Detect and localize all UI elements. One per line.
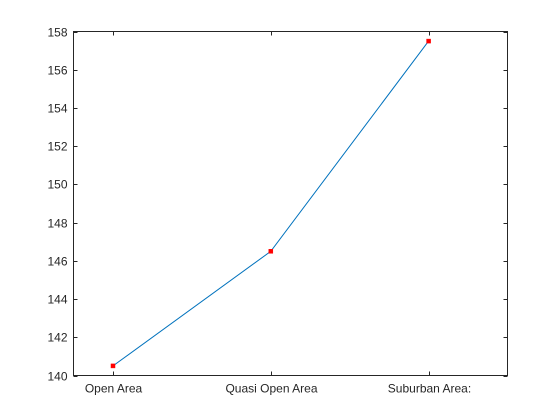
y-tick-label: 150 [47, 178, 67, 192]
y-tick-label: 146 [47, 255, 67, 269]
plot-area [73, 31, 507, 375]
data-point-marker [426, 38, 431, 44]
y-tick-label: 158 [47, 26, 67, 40]
labels-layer: 140 142 144 146 148 150 152 154 156 158 Open Area Q… [47, 26, 471, 396]
y-tick-label: 144 [47, 293, 67, 307]
y-tick-label: 142 [47, 331, 67, 345]
data-point-marker [110, 363, 116, 369]
y-tick-label: 148 [47, 217, 67, 231]
axes-box [73, 31, 508, 376]
y-tick-label: 156 [47, 64, 67, 78]
y-tick-label: 154 [47, 102, 67, 116]
ticks-layer [73, 31, 508, 377]
data-point-marker [268, 249, 274, 254]
x-tick-label: Suburban Area: [388, 382, 471, 396]
x-tick-label: Open Area [85, 382, 143, 396]
y-tick-label: 140 [47, 370, 67, 384]
x-tick-label: Quasi Open Area [225, 382, 317, 396]
y-tick-label: 152 [47, 140, 67, 154]
series-layer [110, 38, 431, 369]
